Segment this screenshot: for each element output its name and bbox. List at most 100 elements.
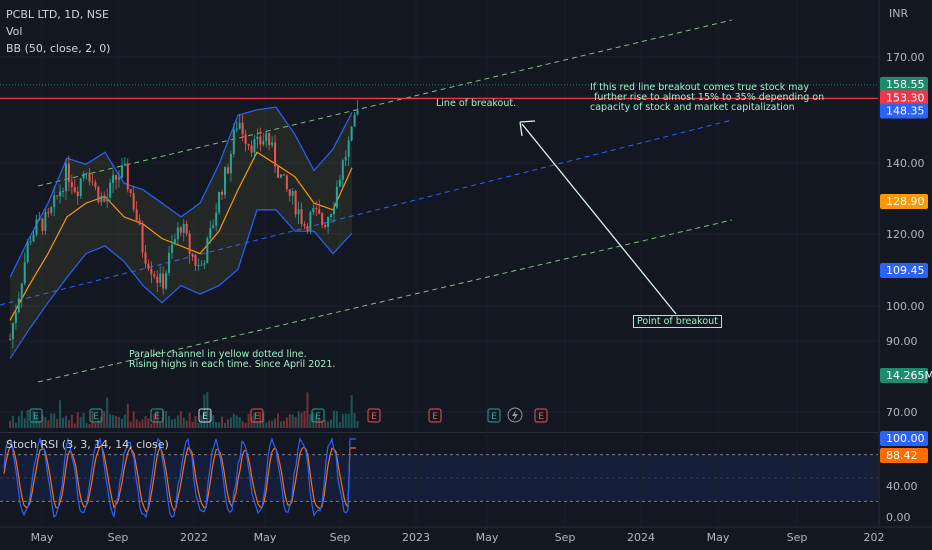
volume-bar [356, 421, 359, 428]
earnings-marker-letter: E [491, 412, 497, 422]
candle-body [330, 214, 333, 218]
volume-bar [294, 416, 297, 428]
earnings-marker-icon [534, 408, 548, 423]
volume-bar [271, 420, 274, 428]
volume-bar [32, 411, 35, 428]
candle-body [256, 136, 259, 140]
volume-bar [112, 415, 115, 428]
candle-body [226, 167, 229, 174]
volume-bar [182, 417, 185, 428]
earnings-marker-letter: E [432, 412, 438, 422]
volume-legend[interactable]: Vol [6, 25, 23, 38]
candle-body [238, 122, 241, 129]
volume-bar [120, 418, 123, 428]
annotation-line-of-breakout[interactable]: Line of breakout. [436, 98, 517, 109]
candle-body [276, 166, 279, 178]
candle-body [335, 186, 338, 208]
candle-body [291, 190, 294, 196]
candle-body [150, 268, 153, 275]
earnings-marker-letter: E [371, 412, 377, 422]
volume-bar [197, 422, 200, 428]
candle-body [282, 174, 285, 176]
candle-body [212, 225, 215, 229]
price-tick-label: 170.00 [886, 51, 925, 64]
volume-bar [170, 419, 173, 428]
candle-body [321, 213, 324, 225]
annotation-channel-note-2[interactable]: Rising highs in each time. Since April 2… [129, 359, 336, 370]
volume-bar [253, 413, 256, 428]
candle-body [259, 136, 262, 145]
candle-body [350, 126, 353, 141]
candle-body [332, 207, 335, 215]
earnings-marker-letter: E [538, 412, 544, 422]
candle-body [309, 212, 312, 231]
volume-bar [103, 411, 106, 428]
rsi-value-tag [880, 448, 928, 463]
volume-bar [244, 423, 247, 428]
stoch-rsi-legend[interactable]: Stoch RSI (3, 3, 14, 14, close) [6, 438, 169, 451]
candle-body [347, 140, 350, 157]
candle-body [303, 223, 306, 227]
annotation-point-of-breakout[interactable]: Point of breakout [633, 315, 722, 328]
candle-body [315, 207, 318, 210]
bb-legend[interactable]: BB (50, close, 2, 0) [6, 42, 111, 55]
candle-body [106, 197, 109, 202]
annotation-rise-note-3[interactable]: capacity of stock and market capitalizat… [590, 102, 795, 113]
volume-bar [268, 420, 271, 428]
candle-body [117, 177, 120, 180]
volume-bar [223, 422, 226, 428]
candle-body [56, 195, 59, 197]
candle-body [112, 175, 115, 183]
time-tick-label: May [476, 531, 499, 544]
candle-body [115, 175, 118, 180]
candle-body [176, 227, 179, 240]
annotation-rise-note-1[interactable]: If this red line breakout comes true sto… [590, 82, 809, 93]
volume-bar [324, 420, 327, 428]
earnings-marker-letter: E [33, 412, 39, 422]
channel-line [37, 219, 733, 383]
candle-body [250, 145, 253, 153]
candle-body [294, 190, 297, 215]
candle-body [168, 253, 171, 273]
candle-body [197, 265, 200, 267]
volume-bar [221, 416, 224, 428]
volume-bar [53, 413, 56, 428]
candle-body [209, 228, 212, 238]
annotation-channel-note-1[interactable]: Parallel channel in yellow dotted line. [129, 349, 307, 360]
volume-bar [82, 412, 85, 428]
candle-body [97, 186, 100, 203]
breakout-arrow-line [521, 123, 677, 315]
candle-body [94, 182, 97, 187]
candle-body [221, 191, 224, 195]
earnings-marker-icon [198, 408, 212, 423]
candle-body [185, 223, 188, 234]
volume-bar [312, 412, 315, 428]
volume-bar [17, 416, 20, 428]
candle-body [306, 226, 309, 231]
annotation-rise-note-2[interactable]: further rise to almost 15% to 35% depend… [594, 92, 825, 103]
candle-body [165, 272, 168, 289]
candle-body [144, 252, 147, 264]
volume-bar [132, 411, 135, 428]
volume-bar [20, 410, 23, 428]
price-label-tag [880, 368, 928, 383]
volume-bar [156, 410, 159, 428]
price-label-text: 109.45 [886, 264, 925, 277]
volume-bar [347, 413, 350, 428]
volume-bar [88, 423, 91, 428]
stoch-rsi-k-line [3, 436, 356, 519]
price-tick-label: 140.00 [886, 157, 925, 170]
candle-body [11, 323, 14, 340]
candle-body [344, 156, 347, 161]
candle-body [85, 172, 88, 174]
volume-bar [70, 414, 73, 428]
volume-bar [188, 412, 191, 428]
candle-body [35, 219, 38, 235]
candle-body [265, 133, 268, 141]
price-tick-label: 100.00 [886, 300, 925, 313]
candle-body [70, 181, 73, 188]
symbol-title[interactable]: PCBL LTD, 1D, NSE [6, 8, 109, 21]
candle-body [215, 212, 218, 226]
volume-bar [94, 422, 97, 428]
